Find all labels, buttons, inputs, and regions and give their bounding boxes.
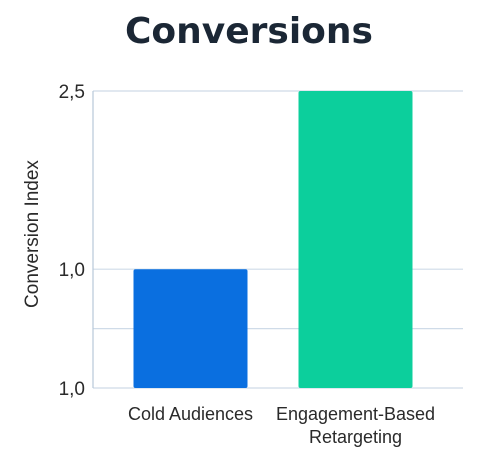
bar-0 <box>133 269 248 388</box>
y-tick-labels: 1,0 1,0 2,5 <box>59 82 85 400</box>
y-axis-label: Conversion Index <box>22 160 43 308</box>
chart-title: Conversions <box>125 11 373 52</box>
y-tick-label-0: 1,0 <box>59 379 85 400</box>
bars <box>133 91 413 388</box>
y-tick-label-1: 1,0 <box>59 260 85 281</box>
bar-1 <box>298 91 413 388</box>
x-tick-label-1: Engagement-Based Retargeting <box>276 404 435 447</box>
y-tick-label-2: 2,5 <box>59 82 85 103</box>
x-tick-labels: Cold Audiences Engagement-Based Retargetin… <box>128 404 435 447</box>
x-tick-label-0: Cold Audiences <box>128 404 253 424</box>
